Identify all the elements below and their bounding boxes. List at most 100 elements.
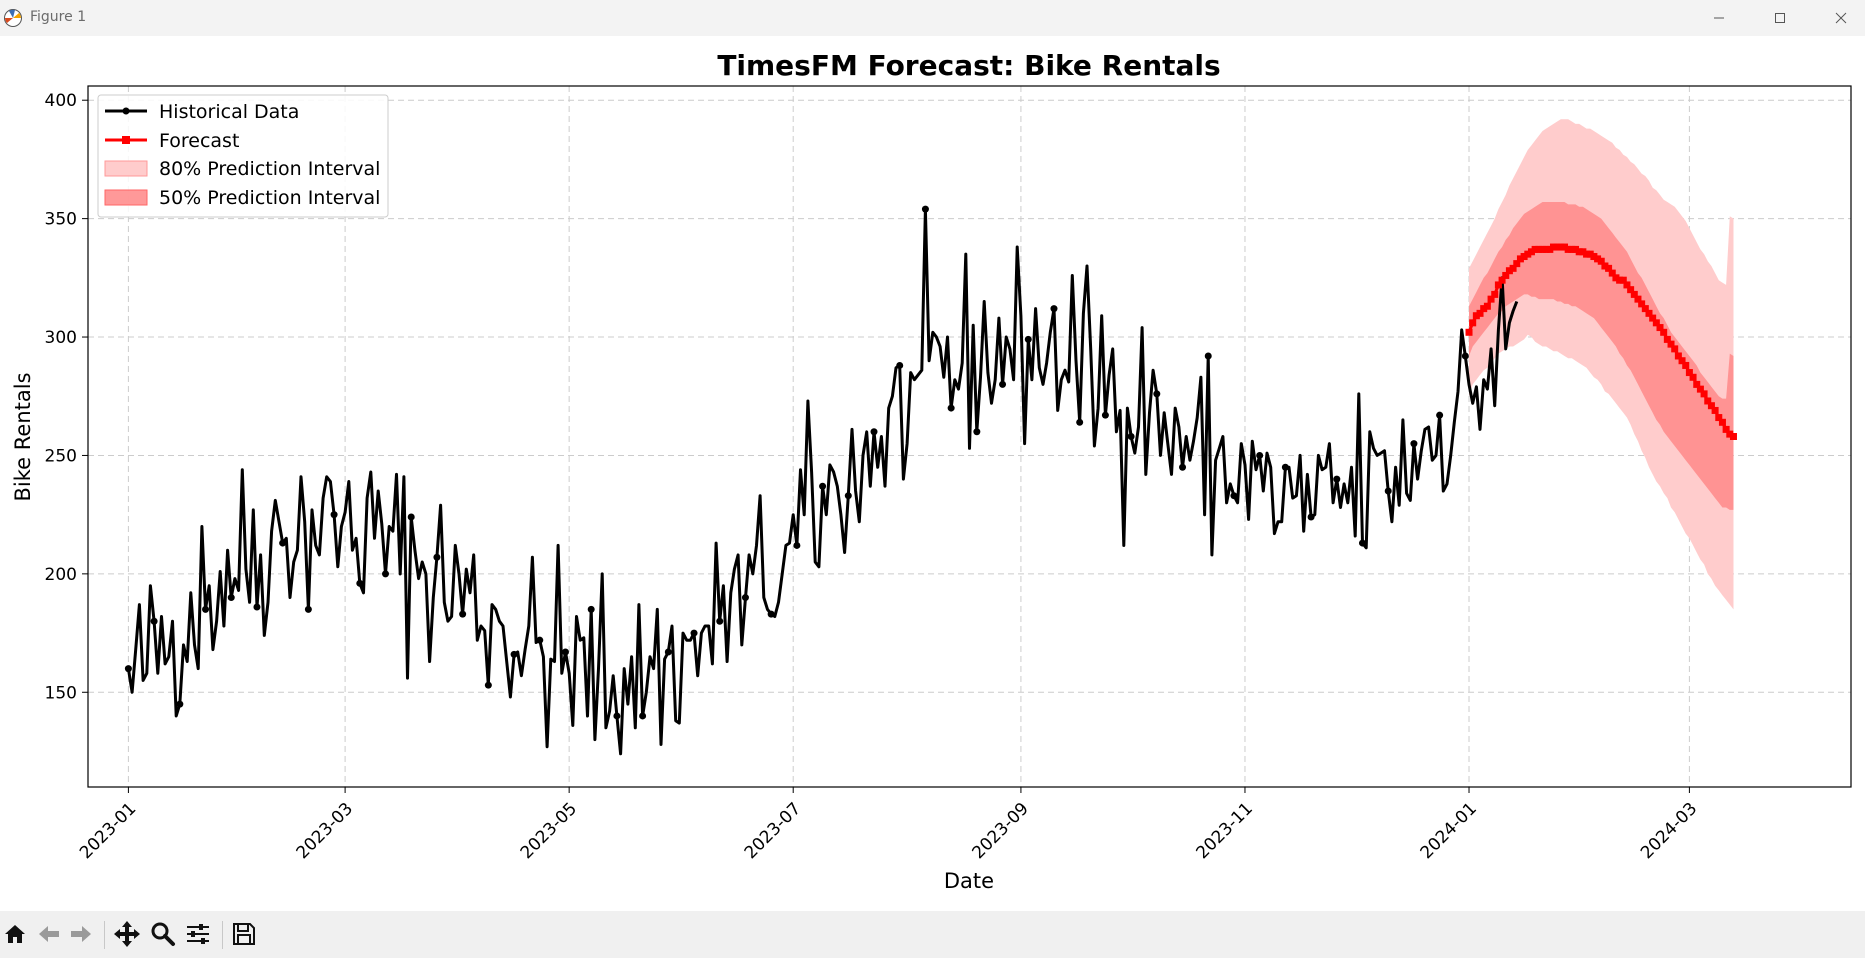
historical-point: [999, 380, 1007, 388]
historical-point: [1230, 492, 1238, 500]
forecast-point: [1660, 328, 1668, 336]
legend: Historical Data Forecast 80% Prediction …: [97, 94, 389, 218]
forecast-point: [1722, 425, 1730, 433]
forecast-point: [1494, 281, 1502, 289]
historical-point: [1076, 418, 1084, 426]
forecast-point: [1638, 300, 1646, 308]
minimize-icon: [1714, 17, 1724, 19]
forecast-point: [1583, 250, 1591, 258]
y-axis-label: Bike Rentals: [11, 372, 35, 501]
forecast-point: [1568, 245, 1576, 253]
arrow-left-icon: [39, 926, 59, 942]
historical-point: [716, 617, 724, 625]
forecast-point: [1553, 243, 1561, 251]
historical-point: [1101, 411, 1109, 419]
forecast-point: [1590, 253, 1598, 261]
historical-point: [176, 700, 184, 708]
historical-point: [1384, 487, 1392, 495]
historical-point: [819, 482, 827, 490]
x-tick-label: 2023-03: [293, 799, 357, 863]
historical-point: [741, 594, 749, 602]
historical-line: [126, 207, 1519, 756]
historical-point: [1307, 513, 1315, 521]
forecast-point: [1601, 262, 1609, 270]
grid-lines: [88, 86, 1851, 787]
forecast-point: [1612, 274, 1620, 282]
historical-point: [1410, 440, 1418, 448]
forecast-point: [1704, 397, 1712, 405]
historical-point: [459, 610, 467, 618]
forecast-point: [1491, 290, 1499, 298]
historical-point: [279, 539, 287, 547]
save-button[interactable]: [229, 919, 259, 949]
arrow-right-icon: [71, 926, 91, 942]
legend-50-swatch: [104, 189, 148, 206]
configure-subplots-button[interactable]: [183, 919, 213, 949]
historical-point: [330, 511, 338, 519]
historical-point: [227, 594, 235, 602]
x-tick-label: 2023-09: [969, 799, 1033, 863]
navigation-toolbar: [0, 911, 1865, 958]
forecast-point: [1667, 340, 1675, 348]
forecast-point: [1465, 328, 1473, 336]
close-button[interactable]: [1818, 0, 1864, 36]
y-axis-ticks: 150 200 250 300 350 400: [45, 91, 88, 703]
historical-point: [484, 681, 492, 689]
forecast-point: [1469, 319, 1477, 327]
historical-point: [304, 605, 312, 613]
y-tick-label: 150: [45, 683, 77, 703]
window-title: Figure 1: [30, 9, 87, 25]
forecast-point: [1594, 255, 1602, 263]
magnifier-icon: [151, 922, 175, 946]
forecast-point: [1682, 361, 1690, 369]
forecast-point: [1579, 248, 1587, 256]
forward-button[interactable]: [66, 919, 96, 949]
y-tick-label: 250: [45, 446, 77, 466]
historical-point: [664, 648, 672, 656]
historical-point: [896, 361, 904, 369]
historical-point: [433, 553, 441, 561]
forecast-point: [1476, 309, 1484, 317]
historical-point: [1127, 433, 1135, 440]
historical-point: [587, 605, 595, 613]
forecast-point: [1678, 357, 1686, 365]
forecast-point: [1711, 406, 1719, 414]
forecast-point: [1487, 295, 1495, 303]
forecast-point: [1674, 352, 1682, 360]
forecast-point: [1572, 245, 1580, 253]
historical-point: [947, 404, 955, 412]
forecast-point: [1549, 243, 1557, 251]
forecast-point: [1561, 243, 1569, 251]
forecast-point: [1685, 369, 1693, 377]
legend-80-label: 80% Prediction Interval: [159, 158, 380, 180]
maximize-button[interactable]: [1757, 0, 1803, 36]
home-button[interactable]: [0, 919, 30, 949]
forecast-point: [1634, 295, 1642, 303]
historical-point: [202, 605, 210, 613]
pan-button[interactable]: [112, 919, 142, 949]
forecast-point: [1531, 245, 1539, 253]
forecast-point: [1652, 319, 1660, 327]
window-titlebar: Figure 1: [0, 0, 1865, 36]
figure-canvas[interactable]: TimesFM Forecast: Bike Rentals 150 200 250…: [0, 36, 1865, 911]
forecast-point: [1656, 324, 1664, 332]
historical-point: [1153, 390, 1161, 398]
toolbar-separator: [104, 921, 105, 949]
forecast-point: [1726, 430, 1734, 438]
forecast-point: [1700, 390, 1708, 398]
forecast-point: [1564, 245, 1572, 253]
zoom-button[interactable]: [148, 919, 178, 949]
historical-point: [150, 617, 158, 625]
forecast-point: [1663, 335, 1671, 343]
x-tick-label: 2023-05: [517, 799, 581, 863]
back-button[interactable]: [34, 919, 64, 949]
x-tick-label: 2023-11: [1193, 799, 1257, 863]
x-tick-label: 2024-03: [1637, 799, 1701, 863]
forecast-point: [1527, 248, 1535, 256]
minimize-button[interactable]: [1696, 0, 1742, 36]
x-axis-label: Date: [944, 869, 994, 893]
historical-point: [921, 205, 929, 213]
forecast-point: [1502, 271, 1510, 279]
prediction-bands: [1469, 119, 1734, 610]
historical-point: [382, 570, 390, 578]
